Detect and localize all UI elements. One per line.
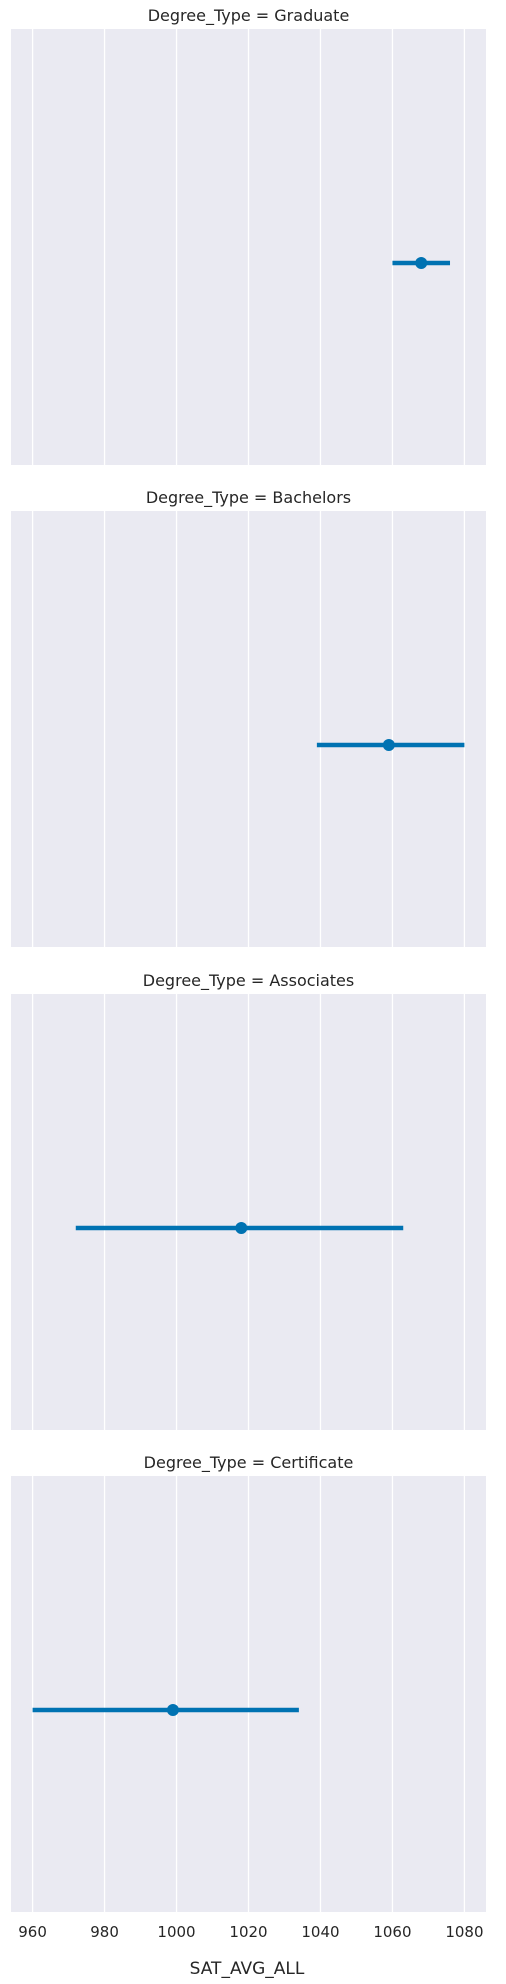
x-tick-label: 1020 xyxy=(229,1923,267,1941)
x-tick-label: 1060 xyxy=(373,1923,411,1941)
mean-point xyxy=(382,739,395,751)
panel-title: Degree_Type = Graduate xyxy=(148,6,350,26)
x-tick-label: 1000 xyxy=(157,1923,195,1941)
facet-panel: Degree_Type = Associates xyxy=(11,971,486,1430)
x-tick-label: 1040 xyxy=(301,1923,339,1941)
facet-panel: Degree_Type = Certificate xyxy=(11,1453,486,1912)
facet-panel: Degree_Type = Graduate xyxy=(11,6,486,465)
x-tick-label: 1080 xyxy=(445,1923,483,1941)
mean-point xyxy=(235,1222,248,1234)
x-tick-label: 960 xyxy=(18,1923,47,1941)
panel-title: Degree_Type = Associates xyxy=(143,971,354,991)
mean-point xyxy=(415,257,428,269)
panel-title: Degree_Type = Bachelors xyxy=(146,488,351,508)
mean-point xyxy=(166,1704,179,1716)
x-axis-label: SAT_AVG_ALL xyxy=(190,1959,305,1979)
panel-title: Degree_Type = Certificate xyxy=(144,1453,354,1473)
facet-panel: Degree_Type = Bachelors xyxy=(11,488,486,947)
x-tick-label: 980 xyxy=(90,1923,119,1941)
